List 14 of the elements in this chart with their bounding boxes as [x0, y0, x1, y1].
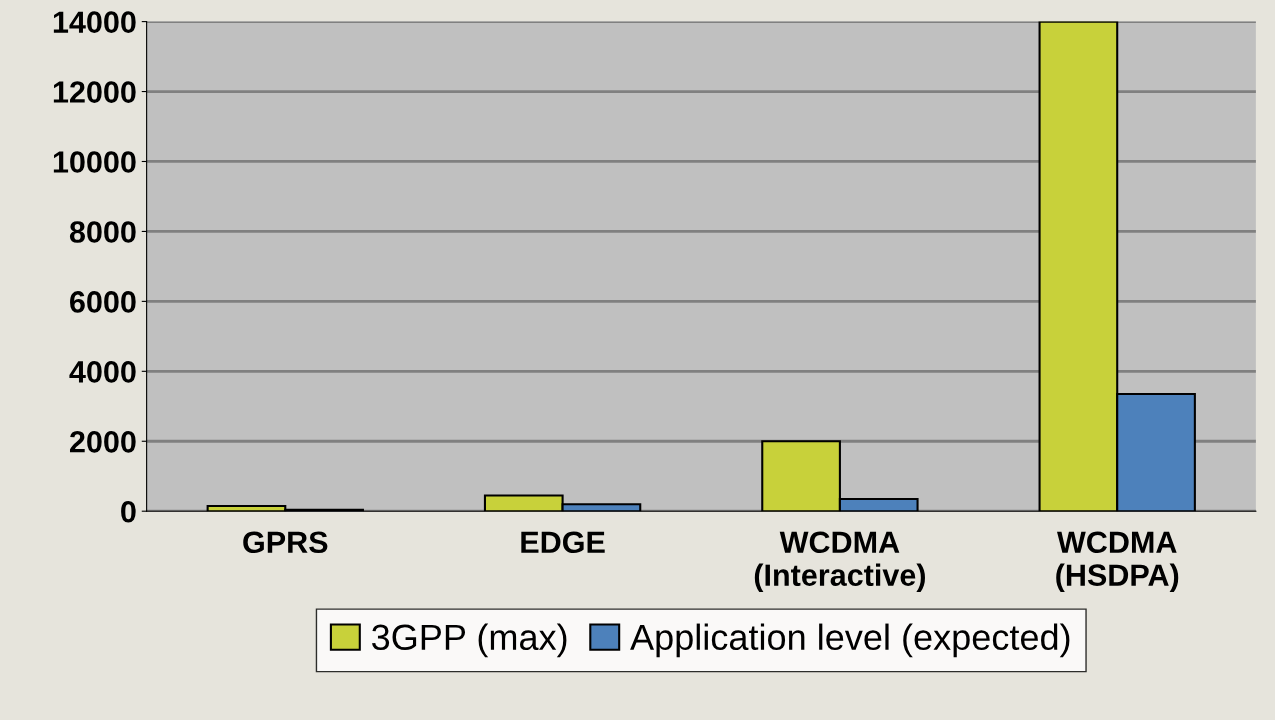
x-tick-label: GPRS	[243, 531, 328, 554]
y-tick-label: 0	[121, 500, 136, 523]
y-tick-label: 6000	[70, 291, 136, 313]
legend-label: Application level (expected)	[630, 623, 1070, 658]
y-tick-label: 10000	[53, 151, 136, 173]
x-tick-label: WCDMA (Interactive)	[754, 531, 925, 593]
y-tick-label: 2000	[70, 430, 136, 453]
y-tick-label: 12000	[53, 81, 136, 103]
x-tick-label: WCDMA (HSDPA)	[1056, 531, 1179, 593]
legend-label: 3GPP (max)	[372, 623, 567, 658]
x-tick-label: EDGE	[521, 531, 605, 554]
y-tick-label: 14000	[53, 11, 136, 33]
y-tick-label: 4000	[69, 361, 136, 383]
y-tick-label: 8000	[69, 221, 136, 243]
